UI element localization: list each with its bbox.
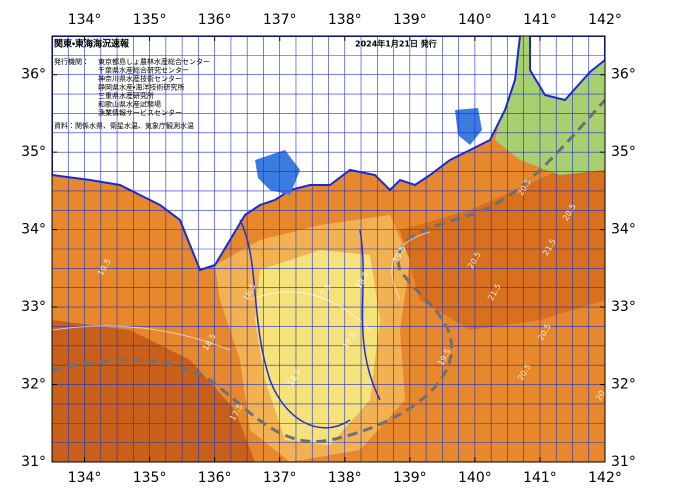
- latitude-label: 33°: [21, 299, 46, 315]
- publisher: 漁業情報サービスセンター: [98, 108, 182, 117]
- isotherm: [52, 231, 431, 351]
- longitude-label: 139°: [393, 12, 427, 28]
- latitude-label: 32°: [611, 377, 636, 393]
- latitude-label: 36°: [611, 67, 636, 83]
- latitude-label: 33°: [611, 299, 636, 315]
- latitude-label: 35°: [611, 144, 636, 160]
- publisher: 千葉県水産総合研究センター: [98, 66, 189, 75]
- publisher: 神奈川県水産技術センター: [98, 74, 182, 83]
- publisher: 静岡県水産・海洋技術研究所: [98, 83, 184, 92]
- latitude-label: 35°: [21, 144, 46, 160]
- longitude-label: 140°: [458, 12, 492, 28]
- latitude-label: 32°: [21, 377, 46, 393]
- current-axis: [52, 98, 605, 443]
- land: [529, 36, 605, 102]
- cold-water: [255, 250, 380, 445]
- longitude-label: 135°: [133, 12, 167, 28]
- longitude-label: 134°: [68, 470, 102, 486]
- bay: [455, 108, 482, 145]
- grid: [52, 36, 605, 462]
- longitude-label: 141°: [523, 470, 557, 486]
- map-frame: [51, 35, 606, 463]
- map-title: 関東・東海海況速報: [54, 38, 130, 50]
- issue-date: 2024年1月21日 発行: [355, 39, 437, 49]
- longitude-label: 140°: [458, 470, 492, 486]
- longitude-label: 136°: [198, 12, 232, 28]
- contour-label: 20: [594, 389, 607, 402]
- publisher: 東京都島しょ農林水産総合センター: [98, 57, 210, 66]
- longitude-label: 137°: [263, 470, 297, 486]
- latitude-label: 34°: [21, 222, 46, 238]
- longitude-label: 138°: [328, 470, 362, 486]
- publishers: 東京都島しょ農林水産総合センター千葉県水産総合研究センター神奈川県水産技術センタ…: [98, 57, 210, 117]
- longitude-label: 137°: [263, 12, 297, 28]
- warm-water: [52, 320, 255, 462]
- publisher: 和歌山県水産試験場: [98, 100, 161, 109]
- latitude-label: 36°: [21, 67, 46, 83]
- longitude-label: 136°: [198, 470, 232, 486]
- longitude-label: 142°: [588, 470, 622, 486]
- latitude-label: 31°: [21, 454, 46, 470]
- publishers-label: 発行機関：: [54, 57, 89, 66]
- bay: [255, 150, 300, 195]
- publisher: 三重県水産研究所: [98, 91, 154, 100]
- warm-water: [400, 150, 605, 330]
- longitude-label: 134°: [68, 12, 102, 28]
- latitude-label: 31°: [611, 454, 636, 470]
- latitude-label: 34°: [611, 222, 636, 238]
- longitude-label: 141°: [523, 12, 557, 28]
- longitude-label: 139°: [393, 470, 427, 486]
- isotherm: [239, 219, 381, 429]
- longitude-label: 138°: [328, 12, 362, 28]
- source: 資料：関係水県、衛星水温、気象庁観測水温: [54, 121, 194, 130]
- longitude-label: 135°: [133, 470, 167, 486]
- longitude-label: 142°: [588, 12, 622, 28]
- map-area: 19.518.517.516.5 17.517.518.519.5 20.521.5…: [52, 36, 607, 462]
